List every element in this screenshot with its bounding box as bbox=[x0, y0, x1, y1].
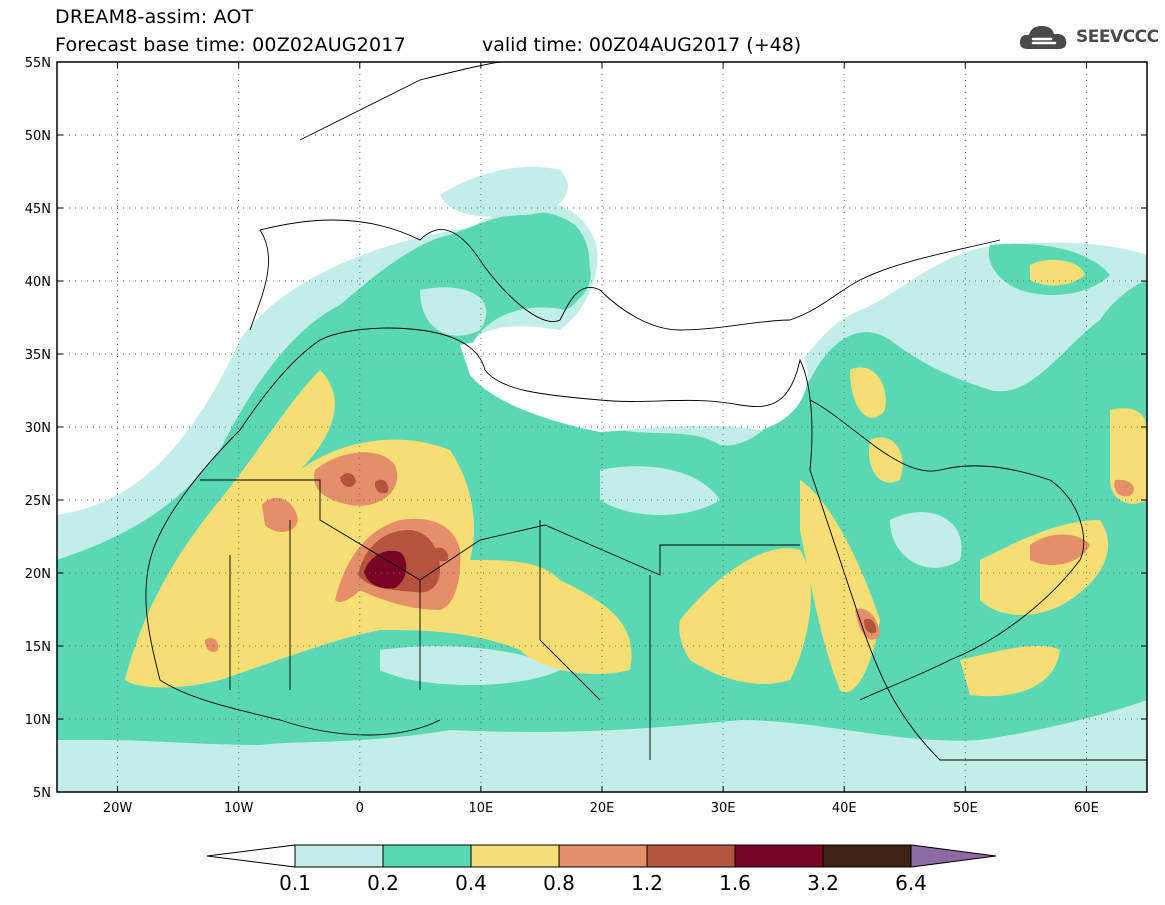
aot-contour-0.2 bbox=[485, 225, 591, 305]
lon-tick-label: 20W bbox=[103, 801, 133, 816]
aot-contour-0.8 bbox=[314, 452, 398, 506]
valid-time: valid time: 00Z04AUG2017 (+48) bbox=[482, 34, 802, 56]
aot-contour-1.6 bbox=[364, 550, 407, 589]
colorbar-over-arrow bbox=[910, 844, 997, 868]
coastline-arabia bbox=[809, 399, 1085, 701]
map-title: DREAM8-assim: AOT bbox=[55, 6, 254, 28]
seevccc-logo: SEEVCCC bbox=[1018, 22, 1159, 52]
lon-tick-label: 30E bbox=[711, 801, 736, 816]
colorbar-bin bbox=[646, 844, 736, 868]
aot-contour-0.8 bbox=[205, 638, 219, 652]
lat-tick-label: 35N bbox=[25, 348, 51, 363]
coastline-west-africa bbox=[145, 559, 441, 736]
aot-below-threshold bbox=[57, 62, 1147, 379]
coastline-europe bbox=[249, 219, 1001, 331]
colorbar-label: 0.8 bbox=[543, 871, 575, 895]
colorbar-label: 0.4 bbox=[455, 871, 487, 895]
lat-tick-label: 40N bbox=[25, 275, 51, 290]
colorbar-bin bbox=[558, 844, 648, 868]
aot-contour-0.8 bbox=[1114, 479, 1135, 497]
colorbar-bin bbox=[382, 844, 472, 868]
cloud-icon bbox=[1019, 26, 1067, 49]
lat-tick-label: 50N bbox=[25, 129, 51, 144]
aot-contour-0.4 bbox=[960, 645, 1060, 697]
aot-contour-0.4 bbox=[679, 548, 811, 684]
colorbar-bin bbox=[822, 844, 912, 868]
aot-contour-0.4 bbox=[869, 437, 903, 483]
aot-contour-1.2 bbox=[374, 479, 389, 494]
colorbar: 0.1 0.2 0.4 0.8 1.2 1.6 3.2 6.4 bbox=[206, 844, 997, 895]
aot-contour-0.8 bbox=[262, 497, 298, 532]
aot-contour-0.8 bbox=[1030, 534, 1090, 565]
aot-contour-0.1 bbox=[420, 287, 487, 336]
axis-ticks: 55N 50N 45N 40N 35N 30N 25N 20N 15N 10N 5N 20W 10W 0 1… bbox=[25, 56, 1147, 816]
aot-contour-0.1 bbox=[380, 646, 560, 685]
colorbar-label: 0.1 bbox=[279, 871, 311, 895]
lat-tick-label: 5N bbox=[33, 786, 51, 801]
lat-tick-label: 20N bbox=[25, 567, 51, 582]
colorbar-label: 1.6 bbox=[719, 871, 751, 895]
aot-contour-1.2 bbox=[340, 473, 356, 487]
lat-tick-label: 55N bbox=[25, 56, 51, 71]
aot-contour-0.1 bbox=[890, 512, 962, 568]
aot-contour-0.4 bbox=[1030, 259, 1085, 286]
aot-field bbox=[57, 62, 1147, 792]
lon-tick-label: 60E bbox=[1074, 801, 1099, 816]
lon-tick-label: 20E bbox=[590, 801, 615, 816]
coastline-africa bbox=[149, 327, 1147, 761]
lat-tick-label: 25N bbox=[25, 494, 51, 509]
colorbar-bin bbox=[734, 844, 824, 868]
aot-contour-1.2 bbox=[432, 547, 449, 562]
colorbar-label: 6.4 bbox=[895, 871, 927, 895]
lon-tick-label: 10E bbox=[469, 801, 494, 816]
lat-tick-label: 30N bbox=[25, 421, 51, 436]
aot-contour-0.4 bbox=[800, 480, 880, 693]
aot-contour-0.1 bbox=[600, 466, 720, 515]
coastline-north bbox=[299, 62, 503, 141]
colorbar-bin bbox=[294, 844, 384, 868]
colorbar-bin bbox=[470, 844, 560, 868]
colorbar-label: 0.2 bbox=[367, 871, 399, 895]
aot-contour-0.4 bbox=[850, 367, 886, 418]
lon-tick-label: 10W bbox=[224, 801, 254, 816]
aot-below-threshold bbox=[460, 340, 808, 432]
colorbar-label: 1.2 bbox=[631, 871, 663, 895]
logo-text: SEEVCCC bbox=[1076, 27, 1159, 47]
aot-contour-1.2 bbox=[864, 618, 877, 634]
coastlines bbox=[145, 62, 1147, 761]
lon-tick-label: 0 bbox=[356, 801, 364, 816]
colorbar-label: 3.2 bbox=[807, 871, 839, 895]
lat-tick-label: 15N bbox=[25, 640, 51, 655]
border-lines bbox=[200, 479, 800, 760]
aot-contour-0.4 bbox=[125, 370, 632, 688]
lat-tick-label: 10N bbox=[25, 713, 51, 728]
aot-contour-0.1 bbox=[440, 166, 568, 217]
lon-tick-label: 40E bbox=[832, 801, 857, 816]
lon-tick-label: 50E bbox=[953, 801, 978, 816]
forecast-base-time: Forecast base time: 00Z02AUG2017 bbox=[55, 34, 406, 56]
colorbar-under-arrow bbox=[206, 844, 296, 868]
lat-tick-label: 45N bbox=[25, 202, 51, 217]
